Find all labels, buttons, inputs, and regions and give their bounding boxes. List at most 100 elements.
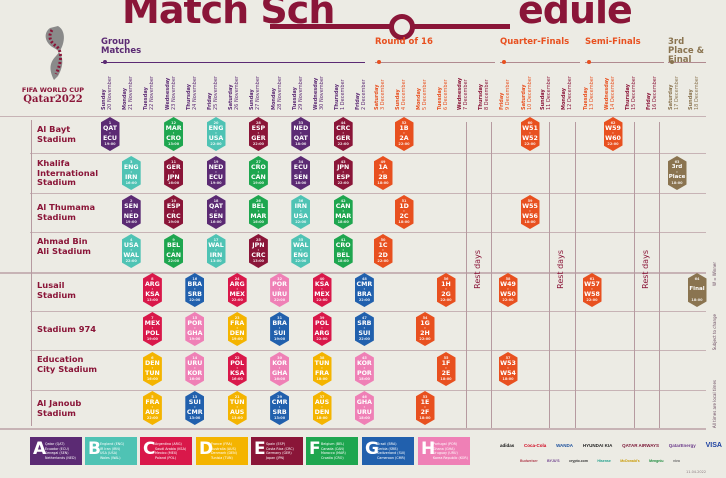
section-divider: [375, 62, 495, 63]
venue-name: Lusail Stadium: [37, 280, 76, 300]
match-badge[interactable]: 50 1C • 2D 22:00: [373, 234, 393, 268]
away-team: KOR: [187, 370, 203, 377]
match-badge[interactable]: 30 KOR • GHA 16:00: [270, 352, 290, 386]
versus-dot-icon: •: [321, 405, 323, 409]
match-badge[interactable]: 18 QAT • SEN 16:00: [206, 195, 226, 229]
match-badge[interactable]: 60 W51 • W52 22:00: [520, 117, 540, 151]
match-badge[interactable]: 53 1E • 2F 18:00: [415, 391, 435, 425]
match-badge[interactable]: 23 FRA • DEN 19:00: [227, 312, 247, 346]
match-badge[interactable]: 46 GHA • URU 18:00: [354, 391, 374, 425]
match-badge[interactable]: 16 BRA • SRB 22:00: [185, 273, 205, 307]
match-badge[interactable]: 58 W49 • W50 22:00: [498, 273, 518, 307]
match-badge[interactable]: 64 Final 18:00: [687, 273, 707, 307]
match-badge[interactable]: 3 ENG • IRN 16:00: [121, 156, 141, 190]
match-badge[interactable]: 4 USA • WAL 22:00: [121, 234, 141, 268]
match-badge[interactable]: 39 POL • ARG 22:00: [312, 312, 332, 346]
match-badge[interactable]: 61 W57 • W58 22:00: [582, 273, 602, 307]
rest-days-line: [634, 122, 635, 428]
match-badge[interactable]: 9 BEL • CAN 22:00: [164, 234, 184, 268]
home-team: QAT: [208, 203, 224, 210]
match-number: 38: [319, 356, 325, 360]
match-number: 3: [129, 160, 133, 164]
rest-days-line: [549, 122, 550, 428]
match-badge[interactable]: 47 SRB • SUI 22:00: [354, 312, 374, 346]
match-number: 59: [527, 199, 533, 203]
match-badge[interactable]: 56 1H • 2G 22:00: [436, 273, 456, 307]
match-badge[interactable]: 55 1F • 2E 18:00: [436, 352, 456, 386]
kickoff-time: 22:00: [419, 337, 431, 341]
match-badge[interactable]: 51 1D • 2C 18:00: [394, 195, 414, 229]
match-badge[interactable]: 31 BRA • SUI 19:00: [270, 312, 290, 346]
match-badge[interactable]: 14 URU • KOR 16:00: [185, 352, 205, 386]
venue-name: Al Bayt Stadium: [37, 124, 76, 144]
match-badge[interactable]: 49 1A • 2B 18:00: [373, 156, 393, 190]
match-badge[interactable]: 7 MEX • POL 19:00: [142, 312, 162, 346]
match-badge[interactable]: 32 POR • URU 22:00: [270, 273, 290, 307]
match-badge[interactable]: 38 TUN • FRA 18:00: [312, 352, 332, 386]
kickoff-time: 18:00: [337, 220, 349, 224]
match-badge[interactable]: 11 GER • JPN 16:00: [164, 156, 184, 190]
match-badge[interactable]: 1 QAT • ECU 19:00: [100, 117, 120, 151]
row-divider: [0, 272, 706, 274]
match-badge[interactable]: 40 KSA • MEX 22:00: [312, 273, 332, 307]
match-badge[interactable]: 17 WAL • IRN 13:00: [206, 234, 226, 268]
match-badge[interactable]: 59 W55 • W56 18:00: [520, 195, 540, 229]
away-team: USA: [293, 213, 309, 220]
date-header: Sunday 20 November: [101, 66, 119, 110]
kickoff-time: 13:00: [210, 259, 222, 263]
away-team: 2D: [378, 252, 388, 259]
sponsor-logo: Hisense: [597, 459, 611, 463]
match-badge[interactable]: 29 CMR • SRB 13:00: [270, 391, 290, 425]
kickoff-time: 13:00: [231, 416, 243, 420]
match-badge[interactable]: 35 WAL • ENG 22:00: [291, 234, 311, 268]
match-badge[interactable]: 48 CMR • BRA 22:00: [354, 273, 374, 307]
versus-dot-icon: •: [321, 326, 323, 330]
match-badge[interactable]: 12 MAR • CRO 13:00: [164, 117, 184, 151]
date-label: 6 December: [443, 79, 449, 110]
match-badge[interactable]: 45 KOR • POR 18:00: [354, 352, 374, 386]
section-dot-icon: [502, 60, 506, 64]
match-badge[interactable]: 2 SEN • NED 19:00: [121, 195, 141, 229]
kickoff-time: 22:00: [377, 259, 389, 263]
match-badge[interactable]: 33 NED • QAT 18:00: [291, 117, 311, 151]
match-badge[interactable]: 15 POR • GHA 19:00: [185, 312, 205, 346]
match-number: 53: [422, 395, 428, 399]
sponsor-logo: McDonald's: [620, 459, 640, 463]
match-badge[interactable]: 42 CAN • MAR 18:00: [333, 195, 353, 229]
match-badge[interactable]: 26 BEL • MAR 16:00: [248, 195, 268, 229]
match-badge[interactable]: 44 CRC • GER 22:00: [333, 117, 353, 151]
match-badge[interactable]: 22 POL • KSA 16:00: [227, 352, 247, 386]
match-badge[interactable]: 52 1B • 2A 22:00: [394, 117, 414, 151]
match-badge[interactable]: 19 NED • ECU 19:00: [206, 156, 226, 190]
match-badge[interactable]: 13 SUI • CMR 13:00: [185, 391, 205, 425]
match-badge[interactable]: 10 ESP • CRC 19:00: [164, 195, 184, 229]
home-team: ECU: [293, 164, 308, 171]
date-label: 2 December: [361, 79, 368, 110]
match-badge[interactable]: 21 TUN • AUS 13:00: [227, 391, 247, 425]
home-team: W49: [500, 281, 516, 288]
match-badge[interactable]: 41 CRO • BEL 18:00: [333, 234, 353, 268]
match-badge[interactable]: 28 ESP • GER 22:00: [248, 117, 268, 151]
match-badge[interactable]: 8 ARG • KSA 13:00: [142, 273, 162, 307]
home-team: SRB: [357, 320, 372, 327]
match-badge[interactable]: 34 ECU • SEN 18:00: [291, 156, 311, 190]
match-badge[interactable]: 43 JPN • ESP 22:00: [333, 156, 353, 190]
match-badge[interactable]: 36 IRN • USA 22:00: [291, 195, 311, 229]
date-label: 17 December: [674, 76, 680, 110]
match-badge[interactable]: 24 ARG • MEX 22:00: [227, 273, 247, 307]
match-badge[interactable]: 62 W59 • W60 22:00: [603, 117, 623, 151]
match-badge[interactable]: 27 CRO • CAN 19:00: [248, 156, 268, 190]
match-badge[interactable]: 25 JPN • CRC 13:00: [248, 234, 268, 268]
away-team: MAR: [250, 213, 267, 220]
match-badge[interactable]: 5 FRA • AUS 22:00: [142, 391, 162, 425]
match-badge[interactable]: 37 AUS • DEN 18:00: [312, 391, 332, 425]
match-badge[interactable]: 6 DEN • TUN 16:00: [142, 352, 162, 386]
group-team: Belgium (BEL): [321, 442, 345, 446]
date-header: Thursday 8 December: [478, 66, 496, 110]
match-badge[interactable]: 57 W53 • W54 18:00: [498, 352, 518, 386]
kickoff-time: 19:00: [210, 181, 222, 185]
match-badge[interactable]: 63 3rd • Place 18:00: [667, 156, 687, 190]
venue-name: Stadium 974: [37, 324, 97, 334]
match-badge[interactable]: 54 1G • 2H 22:00: [415, 312, 435, 346]
match-badge[interactable]: 20 ENG • USA 22:00: [206, 117, 226, 151]
